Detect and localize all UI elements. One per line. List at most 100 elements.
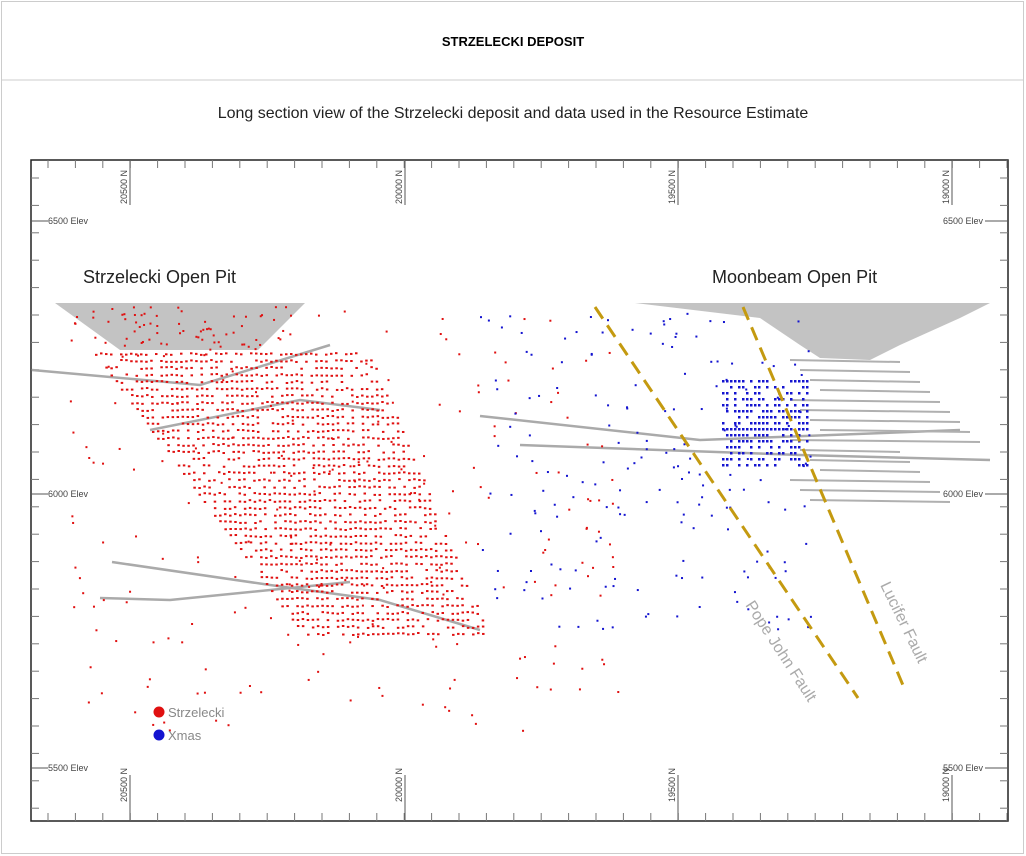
sample-point [140,380,144,383]
sample-point [265,576,269,579]
sample-point [70,339,73,342]
sample-point [316,401,319,404]
sample-point [366,401,369,404]
sample-point [730,452,733,455]
sample-point [196,415,200,418]
sample-point [413,478,416,481]
sample-point [351,400,354,403]
sample-point [181,641,184,644]
sample-point [306,416,310,419]
sample-point [291,542,294,545]
sample-point [384,549,388,552]
sample-point [743,570,746,573]
sample-point [332,464,336,467]
sample-point [224,520,227,523]
sample-point [375,570,378,573]
sample-point [689,457,692,460]
sample-point [461,604,464,607]
sample-point [254,521,257,524]
sample-point [186,415,190,418]
sample-point [401,598,404,601]
sample-point [455,556,458,559]
sample-point [542,489,545,492]
sample-point [352,471,356,474]
sample-point [255,359,258,362]
sample-point [278,500,282,503]
sample-point [199,330,202,333]
sample-point [316,430,320,433]
sample-point [381,401,384,404]
sample-point [298,500,302,503]
sample-point [284,520,287,523]
sample-point [253,500,257,503]
sample-point [251,395,254,398]
sample-point [290,563,293,566]
sample-point [500,326,503,329]
sample-point [502,586,505,589]
sample-point [165,353,168,356]
sample-point [806,428,809,431]
sample-point [140,314,143,317]
sample-point [361,612,365,615]
sample-point [210,359,213,362]
sample-point [404,513,407,516]
sample-point [595,540,598,543]
sample-point [450,590,454,593]
sample-point [758,386,761,389]
sample-point [342,457,346,460]
sample-point [175,360,178,363]
sample-point [456,597,459,600]
sample-point [402,457,406,460]
sample-point [225,333,228,336]
sample-point [244,606,247,609]
sample-point [762,428,765,431]
sample-point [385,577,389,580]
sample-point [633,462,636,465]
sample-point [256,416,260,419]
sample-point [276,508,279,511]
north-label: 19500 N [667,768,677,802]
sample-point [403,499,407,502]
sample-point [298,492,302,495]
sample-point [257,458,261,461]
sample-point [379,513,382,516]
sample-point [196,422,200,425]
sample-point [360,360,363,363]
sample-point [196,402,199,405]
sample-point [471,714,474,717]
sample-point [85,446,88,449]
sample-point [460,584,464,587]
sample-point [222,465,226,468]
sample-point [234,575,237,578]
sample-point [231,394,234,397]
sample-point [456,612,460,615]
sample-point [611,478,614,481]
sample-point [391,612,395,615]
sample-point [742,434,745,437]
sample-point [392,457,396,460]
sample-point [421,703,424,706]
sample-point [202,444,205,447]
sample-point [235,387,239,390]
sample-point [233,485,236,488]
sample-point [398,493,402,496]
sample-point [431,611,435,614]
sample-point [356,598,359,601]
sample-point [758,416,761,419]
sample-point [419,535,423,538]
sample-point [738,380,741,383]
sample-point [222,472,226,475]
sample-point [450,562,453,565]
sample-point [226,416,230,419]
sample-point [187,502,190,505]
sample-point [461,625,465,628]
sample-point [372,437,375,440]
sample-point [617,506,620,509]
sample-point [394,542,398,545]
sample-point [220,481,223,484]
sample-point [335,359,338,362]
sample-point [774,576,777,579]
sample-point [290,381,294,384]
sample-point [148,678,151,681]
sample-point [350,591,354,594]
